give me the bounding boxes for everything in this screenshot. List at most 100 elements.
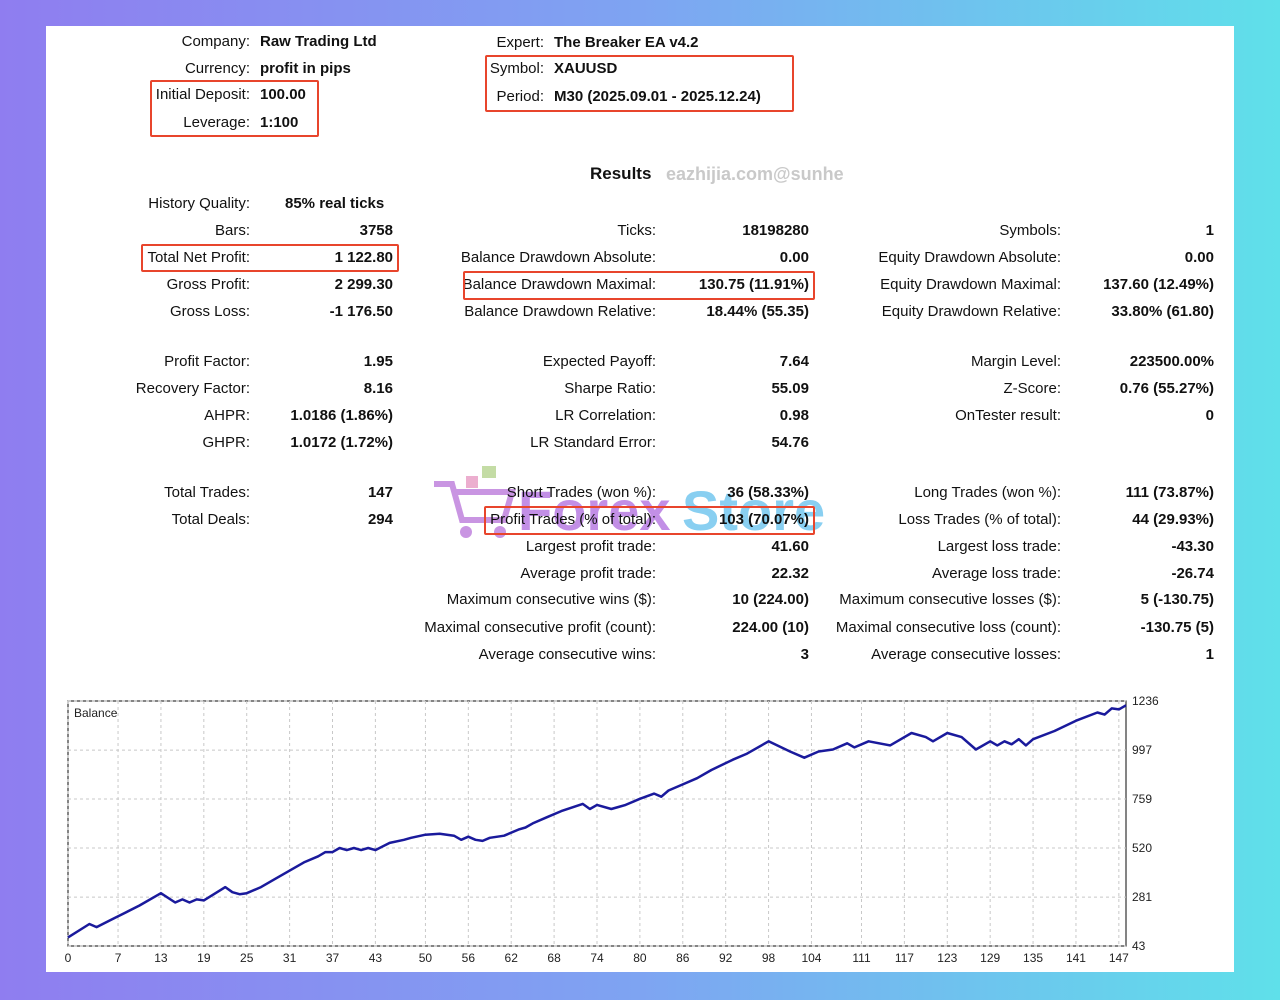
- stat-value: -43.30: [1171, 538, 1214, 555]
- stat-label: Average consecutive losses:: [871, 646, 1061, 663]
- stat-label: Ticks:: [617, 222, 656, 239]
- stat-value: 22.32: [771, 565, 809, 582]
- stat-value: 137.60 (12.49%): [1103, 276, 1214, 293]
- balance-series-line: [67, 704, 1127, 939]
- leverage-value: 1:100: [260, 114, 299, 131]
- stat-label: Profit Factor:: [164, 353, 250, 370]
- stat-value: 1.0172 (1.72%): [290, 434, 393, 451]
- x-tick-label: 50: [419, 951, 433, 965]
- stat-label: Symbols:: [999, 222, 1061, 239]
- stat-value: 0.98: [779, 407, 809, 424]
- stat-value: 3: [800, 646, 809, 663]
- leverage-label: Leverage:: [183, 114, 250, 131]
- stat-value: 0.00: [1184, 249, 1214, 266]
- stat-label: Short Trades (won %):: [506, 484, 656, 501]
- balance-drawdown-highlight-box: [463, 271, 815, 300]
- x-tick-label: 86: [676, 951, 690, 965]
- stat-value: 103 (70.07%): [718, 511, 809, 528]
- stat-value: 8.16: [363, 380, 393, 397]
- x-tick-label: 19: [197, 951, 211, 965]
- stat-value: 36 (58.33%): [727, 484, 809, 501]
- x-tick-label: 80: [633, 951, 647, 965]
- stat-label: Average profit trade:: [520, 565, 656, 582]
- expert-label: Expert:: [496, 34, 544, 51]
- symbol-label: Symbol:: [489, 60, 544, 77]
- stat-value: 1.95: [363, 353, 393, 370]
- stat-label: Expected Payoff:: [542, 353, 656, 370]
- stat-label: Maximum consecutive wins ($):: [446, 591, 656, 608]
- stat-value: 44 (29.93%): [1132, 511, 1214, 528]
- stat-label: Maximal consecutive loss (count):: [835, 619, 1061, 636]
- stat-label: Total Trades:: [164, 484, 250, 501]
- stat-value: 5 (-130.75): [1140, 591, 1214, 608]
- expert-value: The Breaker EA v4.2: [554, 34, 699, 51]
- stat-value: 0: [1205, 407, 1214, 424]
- watermark-text: eazhijia.com@sunhe: [666, 164, 844, 184]
- currency-label: Currency:: [184, 60, 250, 77]
- stat-label: LR Standard Error:: [530, 434, 656, 451]
- x-tick-label: 0: [65, 951, 72, 965]
- x-axis-ticks: 0 7 13 19 25 31 37 43 50 56 62 68 74 80 86 92 98 104 111 11…: [65, 951, 1130, 965]
- svg-text:Store: Store: [682, 479, 825, 542]
- stat-label: Bars:: [214, 222, 250, 239]
- x-tick-label: 104: [801, 951, 821, 965]
- results-title: Results: [590, 164, 652, 183]
- stat-label: OnTester result:: [955, 407, 1061, 424]
- stat-value: 10 (224.00): [732, 591, 809, 608]
- stat-label: Recovery Factor:: [135, 380, 250, 397]
- stat-label: Equity Drawdown Maximal:: [880, 276, 1061, 293]
- x-tick-label: 111: [852, 951, 871, 965]
- company-label: Company:: [181, 33, 250, 50]
- stat-label: Z-Score:: [1003, 380, 1061, 397]
- stat-label: Total Deals:: [171, 511, 250, 528]
- stat-value: 3758: [359, 222, 393, 239]
- stat-value: -1 176.50: [329, 303, 393, 320]
- y-tick-label: 281: [1132, 890, 1152, 904]
- stat-value: 223500.00%: [1129, 353, 1214, 370]
- history-quality-value: 85% real ticks: [285, 195, 385, 212]
- x-tick-label: 129: [980, 951, 1000, 965]
- stat-value: 2 299.30: [334, 276, 393, 293]
- stat-label: AHPR:: [204, 407, 250, 424]
- stat-value: -26.74: [1171, 565, 1214, 582]
- stat-value: 0.00: [779, 249, 809, 266]
- stat-value: -130.75 (5): [1140, 619, 1214, 636]
- y-tick-label: 759: [1132, 792, 1152, 806]
- x-tick-label: 68: [547, 951, 561, 965]
- stat-value: 1.0186 (1.86%): [290, 407, 393, 424]
- deposit-highlight-box: [150, 80, 319, 137]
- stat-value: 111 (73.87%): [1125, 484, 1214, 501]
- x-tick-label: 74: [590, 951, 604, 965]
- stat-value: 0.76 (55.27%): [1119, 380, 1214, 397]
- stat-label: Gross Profit:: [166, 276, 250, 293]
- chart-grid: [67, 700, 1126, 947]
- x-tick-label: 98: [762, 951, 776, 965]
- stat-value: 41.60: [771, 538, 809, 555]
- stat-label: Loss Trades (% of total):: [898, 511, 1061, 528]
- x-tick-label: 117: [895, 951, 914, 965]
- x-tick-label: 62: [505, 951, 519, 965]
- stat-value: 130.75 (11.91%): [698, 276, 809, 293]
- initial-deposit-value: 100.00: [260, 86, 306, 103]
- x-tick-label: 37: [326, 951, 340, 965]
- symbol-highlight-box: [485, 55, 794, 112]
- x-tick-label: 7: [115, 951, 122, 965]
- stat-value: 147: [367, 484, 393, 501]
- company-value: Raw Trading Ltd: [260, 33, 377, 50]
- stat-label: Average loss trade:: [932, 565, 1061, 582]
- x-tick-label: 43: [369, 951, 383, 965]
- stat-value: 33.80% (61.80): [1111, 303, 1214, 320]
- stat-label: GHPR:: [202, 434, 250, 451]
- x-tick-label: 25: [240, 951, 254, 965]
- history-quality-label: History Quality:: [148, 195, 250, 212]
- stat-label: Maximal consecutive profit (count):: [424, 619, 656, 636]
- x-tick-label: 56: [462, 951, 476, 965]
- y-axis-ticks: 43 281 520 759 997 1236: [1132, 694, 1159, 953]
- stat-label: Equity Drawdown Relative:: [881, 303, 1061, 320]
- stat-label: Balance Drawdown Maximal:: [462, 276, 656, 293]
- profit-trades-highlight-box: [484, 506, 815, 535]
- stat-value: 1: [1205, 222, 1214, 239]
- initial-deposit-label: Initial Deposit:: [155, 86, 250, 103]
- balance-chart: Balance 0 7 13 19 25 31 37 43 50 56 62 68 74 80 86 92 98…: [65, 694, 1159, 965]
- stat-value: 1 122.80: [334, 249, 393, 266]
